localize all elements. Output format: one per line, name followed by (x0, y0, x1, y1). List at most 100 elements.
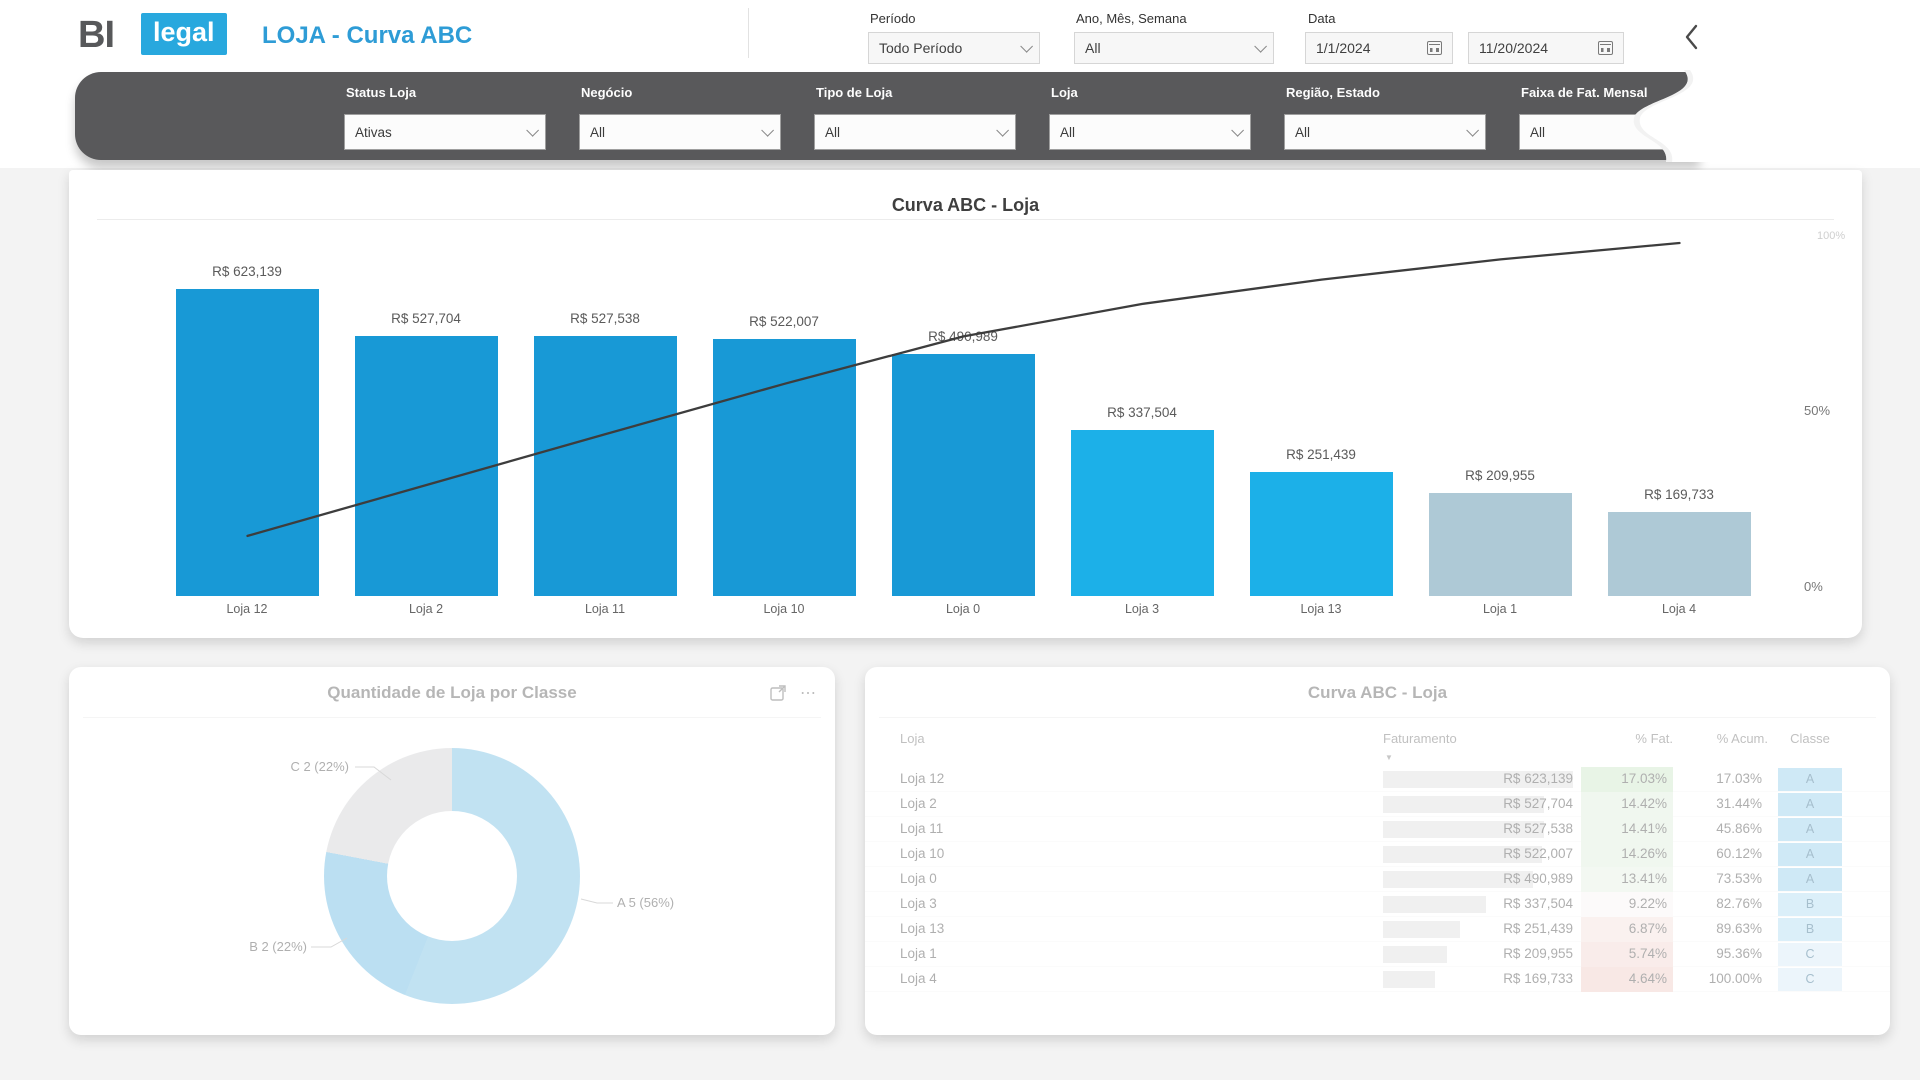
data-label: Data (1308, 11, 1336, 26)
logo-legal: legal (141, 13, 227, 55)
periodo-dropdown[interactable]: Todo Período (868, 32, 1040, 64)
data-bar (1383, 971, 1435, 988)
date-start-input[interactable]: 1/1/2024 (1305, 32, 1453, 64)
bar-loja-3[interactable] (1071, 430, 1214, 596)
bar-loja-11[interactable] (534, 336, 677, 596)
slicer-value: Ativas (355, 124, 392, 140)
bar-value-label: R$ 251,439 (1286, 447, 1356, 462)
focus-mode-icon[interactable] (770, 685, 786, 701)
cell-acum-pct: 89.63% (1716, 921, 1762, 936)
more-options-icon[interactable]: ⋯ (800, 685, 817, 702)
slicer-value: All (825, 124, 841, 140)
cell-fat-pct: 9.22% (1581, 892, 1673, 917)
bar-category-label: Loja 12 (226, 602, 268, 616)
col-header-faturamento[interactable]: Faturamento (1383, 731, 1457, 746)
faturamento-value: R$ 527,704 (1503, 796, 1573, 811)
cell-faturamento: R$ 527,538 (1383, 817, 1577, 842)
data-bar (1383, 796, 1544, 813)
table-row-loja-13[interactable]: Loja 13 R$ 251,439 6.87% 89.63% B (865, 917, 1890, 942)
data-bar (1383, 771, 1573, 788)
col-header-fat[interactable]: % Fat. (1635, 731, 1673, 746)
bar-value-label: R$ 490,989 (928, 329, 998, 344)
y2-tick-0: 0% (1804, 579, 1823, 594)
bar-value-label: R$ 623,139 (212, 264, 282, 279)
periodo-value: Todo Período (879, 40, 963, 56)
table-title: Curva ABC - Loja (1307, 683, 1448, 702)
calendar-icon (1427, 41, 1442, 55)
bar-value-label: R$ 527,704 (391, 311, 461, 326)
table-row-loja-2[interactable]: Loja 2 R$ 527,704 14.42% 31.44% A (865, 792, 1890, 817)
slicer-value: All (1530, 124, 1546, 140)
slicer-tipo-de-loja: Tipo de Loja All (814, 72, 1018, 160)
logo-bi: BI (78, 14, 115, 56)
cell-classe: C (1778, 943, 1842, 966)
cell-fat-pct: 4.64% (1581, 967, 1673, 992)
cell-acum-pct: 100.00% (1708, 971, 1762, 986)
slicer-label: Tipo de Loja (816, 85, 893, 100)
slicer-dropdown[interactable]: Ativas (344, 114, 546, 150)
cell-acum-pct: 82.76% (1716, 896, 1762, 911)
cell-loja: Loja 11 (900, 821, 944, 836)
faturamento-value: R$ 623,139 (1503, 771, 1573, 786)
cell-classe: C (1778, 968, 1842, 991)
table-row-loja-12[interactable]: Loja 12 R$ 623,139 17.03% 17.03% A (865, 767, 1890, 792)
bar-loja-4[interactable] (1608, 512, 1751, 596)
collapse-filters-button[interactable] (1680, 22, 1704, 52)
chevron-down-icon (1701, 123, 1714, 137)
slicer-label: Região, Estado (1286, 85, 1380, 100)
slicer-dropdown[interactable]: All (814, 114, 1016, 150)
bar-loja-0[interactable] (892, 354, 1035, 596)
ano-mes-semana-value: All (1085, 40, 1101, 56)
bar-loja-10[interactable] (713, 339, 856, 596)
slicer-label: Status Loja (346, 85, 417, 100)
date-start-value: 1/1/2024 (1316, 40, 1371, 56)
cell-fat-pct: 17.03% (1581, 767, 1673, 792)
table-row-loja-11[interactable]: Loja 11 R$ 527,538 14.41% 45.86% A (865, 817, 1890, 842)
slicer-faixa-de-fat-mensal: Faixa de Fat. Mensal All (1519, 72, 1723, 160)
donut-label-c: C 2 (22%) (290, 759, 349, 774)
cell-loja: Loja 10 (900, 846, 945, 861)
cell-acum-pct: 95.36% (1716, 946, 1762, 961)
bar-loja-1[interactable] (1429, 493, 1572, 596)
slicer-dropdown[interactable]: All (579, 114, 781, 150)
cell-fat-pct: 6.87% (1581, 917, 1673, 942)
bar-category-label: Loja 3 (1124, 602, 1160, 616)
header-divider (748, 8, 749, 58)
bar-loja-12[interactable] (176, 289, 319, 596)
bar-category-label: Loja 0 (945, 602, 981, 616)
table-row-loja-3[interactable]: Loja 3 R$ 337,504 9.22% 82.76% B (865, 892, 1890, 917)
donut-chart[interactable] (324, 748, 580, 1004)
ano-mes-semana-dropdown[interactable]: All (1074, 32, 1274, 64)
faturamento-value: R$ 209,955 (1503, 946, 1573, 961)
y2-tick-50: 50% (1804, 403, 1831, 418)
cell-fat-pct: 14.26% (1581, 842, 1673, 867)
bar-value-label: R$ 209,955 (1465, 468, 1535, 483)
col-header-classe[interactable]: Classe (1790, 731, 1830, 746)
slicer-dropdown[interactable]: All (1519, 114, 1721, 150)
col-header-acum[interactable]: % Acum. (1716, 731, 1768, 746)
bar-category-label: Loja 4 (1661, 602, 1697, 616)
col-header-loja[interactable]: Loja (900, 731, 925, 746)
table-row-loja-1[interactable]: Loja 1 R$ 209,955 5.74% 95.36% C (865, 942, 1890, 967)
chevron-left-icon (1685, 24, 1698, 50)
page-title: LOJA - Curva ABC (262, 22, 473, 49)
table-row-loja-10[interactable]: Loja 10 R$ 522,007 14.26% 60.12% A (865, 842, 1890, 867)
donut-label-a: A 5 (56%) (617, 895, 675, 910)
bar-category-label: Loja 13 (1300, 602, 1342, 616)
sort-desc-icon: ▼ (1385, 753, 1393, 762)
table-row-loja-4[interactable]: Loja 4 R$ 169,733 4.64% 100.00% C (865, 967, 1890, 992)
data-bar (1383, 896, 1486, 913)
date-end-input[interactable]: 11/20/2024 (1468, 32, 1624, 64)
cell-faturamento: R$ 490,989 (1383, 867, 1577, 892)
slicer-dropdown[interactable]: All (1284, 114, 1486, 150)
data-bar (1383, 821, 1544, 838)
bar-loja-13[interactable] (1250, 472, 1393, 596)
bar-loja-2[interactable] (355, 336, 498, 596)
cell-loja: Loja 12 (900, 771, 945, 786)
cell-acum-pct: 45.86% (1716, 821, 1762, 836)
table-row-loja-0[interactable]: Loja 0 R$ 490,989 13.41% 73.53% A (865, 867, 1890, 892)
donut-label-b: B 2 (22%) (249, 939, 307, 954)
ano-mes-semana-label: Ano, Mês, Semana (1076, 11, 1187, 26)
slicer-dropdown[interactable]: All (1049, 114, 1251, 150)
cell-fat-pct: 14.41% (1581, 817, 1673, 842)
